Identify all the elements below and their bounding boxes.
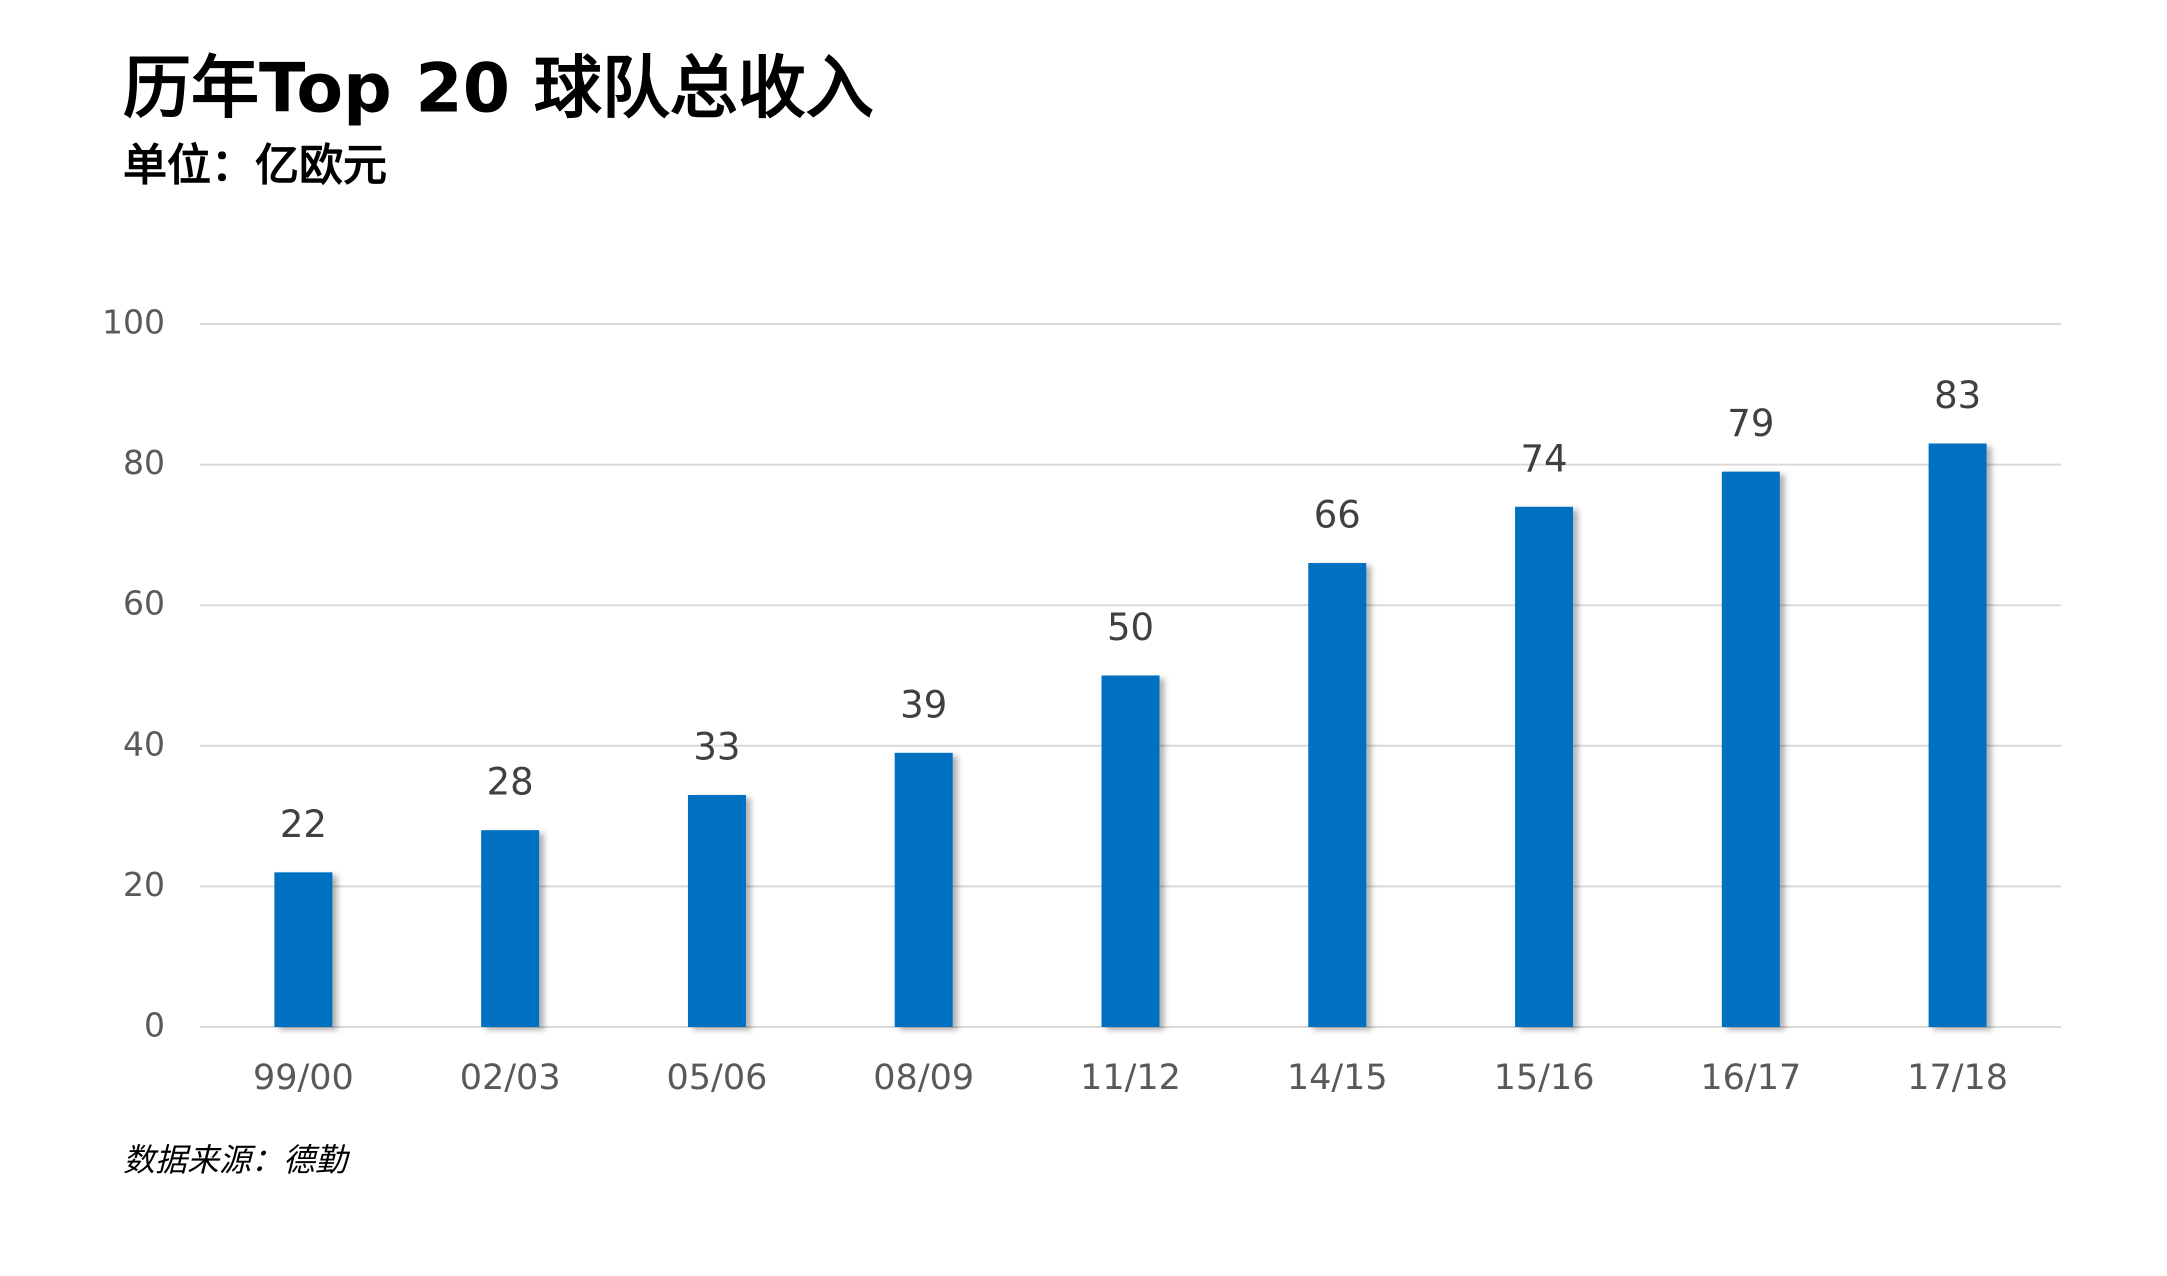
bar — [1308, 563, 1367, 1027]
y-tick-label: 60 — [123, 584, 165, 623]
value-label: 83 — [1934, 374, 1981, 417]
value-label: 66 — [1314, 494, 1361, 537]
x-tick-label: 08/09 — [873, 1058, 974, 1098]
value-label: 28 — [487, 761, 534, 804]
bar — [894, 752, 953, 1027]
x-tick-label: 11/12 — [1080, 1058, 1181, 1098]
source-note: 数据来源：德勤 — [123, 1141, 351, 1179]
y-tick-label: 80 — [123, 443, 165, 482]
y-tick-label: 100 — [102, 303, 165, 342]
chart-subtitle: 单位：亿欧元 — [123, 140, 387, 191]
x-tick-label: 99/00 — [253, 1058, 354, 1098]
x-tick-label: 02/03 — [460, 1058, 561, 1098]
value-label: 74 — [1521, 437, 1568, 480]
value-label: 50 — [1107, 606, 1154, 649]
chart-title: 历年Top 20 球队总收入 — [123, 50, 874, 129]
bar — [1515, 506, 1574, 1027]
value-label: 33 — [693, 726, 740, 769]
bar — [1101, 675, 1160, 1027]
bar — [274, 872, 333, 1027]
bar — [687, 795, 746, 1027]
y-tick-label: 0 — [144, 1006, 165, 1045]
value-label: 22 — [280, 803, 327, 846]
bar — [481, 830, 540, 1027]
bar — [1928, 443, 1987, 1027]
x-tick-label: 05/06 — [667, 1058, 768, 1098]
y-tick-label: 40 — [123, 724, 165, 763]
x-tick-label: 16/17 — [1700, 1058, 1801, 1098]
y-tick-label: 20 — [123, 865, 165, 904]
x-tick-label: 15/16 — [1494, 1058, 1595, 1098]
value-label: 79 — [1727, 402, 1774, 445]
x-tick-label: 17/18 — [1907, 1058, 2008, 1098]
bar — [1721, 471, 1780, 1027]
value-label: 39 — [900, 683, 947, 726]
x-tick-label: 14/15 — [1287, 1058, 1388, 1098]
